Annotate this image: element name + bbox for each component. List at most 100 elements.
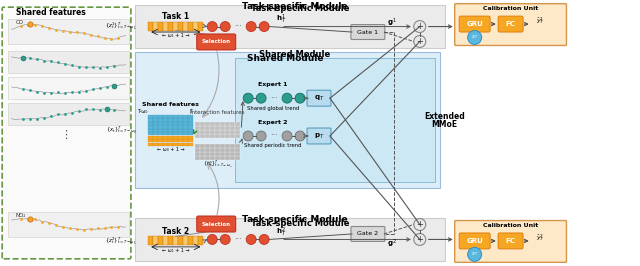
- Bar: [195, 156, 200, 160]
- Text: CO: CO: [15, 20, 24, 25]
- Bar: [235, 148, 240, 152]
- Circle shape: [246, 234, 256, 244]
- Bar: [220, 134, 225, 138]
- Text: Calibration Unit: Calibration Unit: [483, 6, 538, 11]
- Bar: [154, 132, 158, 135]
- Circle shape: [414, 219, 426, 230]
- Text: Task-specific Module: Task-specific Module: [251, 4, 349, 13]
- FancyBboxPatch shape: [498, 16, 523, 32]
- Bar: [154, 236, 158, 246]
- Bar: [179, 132, 183, 135]
- Point: [74, 109, 84, 114]
- Point: [58, 29, 68, 33]
- Point: [44, 26, 54, 30]
- Text: $\mathbf{q}_T$: $\mathbf{q}_T$: [314, 94, 324, 103]
- Bar: [215, 122, 220, 126]
- Text: $\{x_t\}_{t=T-\omega_0}^T$: $\{x_t\}_{t=T-\omega_0}^T$: [106, 124, 136, 136]
- Bar: [163, 118, 168, 122]
- Bar: [179, 115, 183, 118]
- Bar: [179, 143, 183, 146]
- Point: [92, 34, 102, 38]
- Text: ← ω₁ + 1 →: ← ω₁ + 1 →: [162, 248, 189, 253]
- Text: $\mathbf{h}_T^1$: $\mathbf{h}_T^1$: [276, 13, 287, 26]
- Text: $\hat{y}_T^2$: $\hat{y}_T^2$: [536, 232, 545, 243]
- FancyBboxPatch shape: [196, 34, 236, 50]
- Point: [72, 30, 82, 34]
- Point: [25, 117, 35, 121]
- Point: [60, 61, 70, 66]
- Bar: [179, 139, 183, 143]
- Bar: [148, 143, 153, 146]
- Point: [67, 111, 77, 115]
- Bar: [154, 118, 158, 122]
- Text: $\{z_t^1\}_{t=T-\omega_1}^T$: $\{z_t^1\}_{t=T-\omega_1}^T$: [105, 20, 136, 32]
- Bar: [168, 132, 173, 135]
- Bar: [230, 144, 235, 148]
- FancyBboxPatch shape: [307, 90, 331, 106]
- Point: [25, 217, 35, 221]
- FancyBboxPatch shape: [196, 216, 236, 232]
- Point: [53, 90, 63, 95]
- Bar: [168, 122, 173, 125]
- Bar: [179, 129, 183, 132]
- Text: ← ω₀ + 1 →: ← ω₀ + 1 →: [157, 147, 184, 152]
- Bar: [195, 122, 200, 126]
- Bar: [163, 22, 168, 31]
- Point: [32, 89, 42, 94]
- Point: [30, 22, 40, 27]
- Bar: [235, 130, 240, 134]
- Bar: [173, 129, 178, 132]
- Bar: [158, 122, 163, 125]
- Text: $\{h_t^s\}_{t=T-\omega_0}^T$: $\{h_t^s\}_{t=T-\omega_0}^T$: [203, 158, 232, 169]
- Bar: [230, 130, 235, 134]
- Bar: [220, 122, 225, 126]
- Circle shape: [220, 234, 230, 244]
- Bar: [173, 132, 178, 135]
- Point: [23, 23, 33, 27]
- Bar: [195, 144, 200, 148]
- Bar: [163, 236, 168, 246]
- Text: FC: FC: [506, 21, 516, 27]
- Bar: [173, 118, 178, 122]
- Bar: [148, 122, 153, 125]
- Bar: [179, 122, 183, 125]
- Point: [53, 112, 63, 117]
- Text: $\mathbf{h}_T^2$: $\mathbf{h}_T^2$: [276, 226, 287, 239]
- Point: [18, 56, 28, 60]
- Point: [18, 56, 28, 60]
- Circle shape: [295, 131, 305, 141]
- Text: Shared Module: Shared Module: [247, 54, 323, 63]
- Point: [81, 107, 91, 112]
- Circle shape: [468, 31, 482, 44]
- Bar: [179, 125, 183, 128]
- Point: [88, 87, 98, 92]
- Bar: [163, 136, 168, 139]
- Bar: [193, 236, 198, 246]
- Bar: [210, 148, 215, 152]
- Bar: [154, 115, 158, 118]
- Bar: [183, 118, 188, 122]
- Bar: [183, 143, 188, 146]
- Bar: [220, 148, 225, 152]
- Bar: [195, 130, 200, 134]
- Bar: [179, 22, 183, 31]
- Bar: [220, 130, 225, 134]
- Bar: [168, 22, 173, 31]
- Bar: [183, 129, 188, 132]
- Point: [25, 56, 35, 60]
- FancyBboxPatch shape: [307, 128, 331, 144]
- Bar: [154, 125, 158, 128]
- Circle shape: [414, 234, 426, 246]
- Point: [109, 84, 119, 88]
- Text: Task-specific Module: Task-specific Module: [251, 219, 349, 228]
- Circle shape: [259, 234, 269, 244]
- Text: T-ω₀: T-ω₀: [137, 109, 147, 114]
- Text: MMoE: MMoE: [431, 119, 458, 128]
- Bar: [168, 236, 173, 246]
- Bar: [158, 136, 163, 139]
- Bar: [173, 122, 178, 125]
- Text: Gate 2: Gate 2: [357, 231, 378, 236]
- Bar: [188, 115, 193, 118]
- Text: ← ω₁ + 1 →: ← ω₁ + 1 →: [162, 33, 189, 38]
- Point: [16, 24, 26, 28]
